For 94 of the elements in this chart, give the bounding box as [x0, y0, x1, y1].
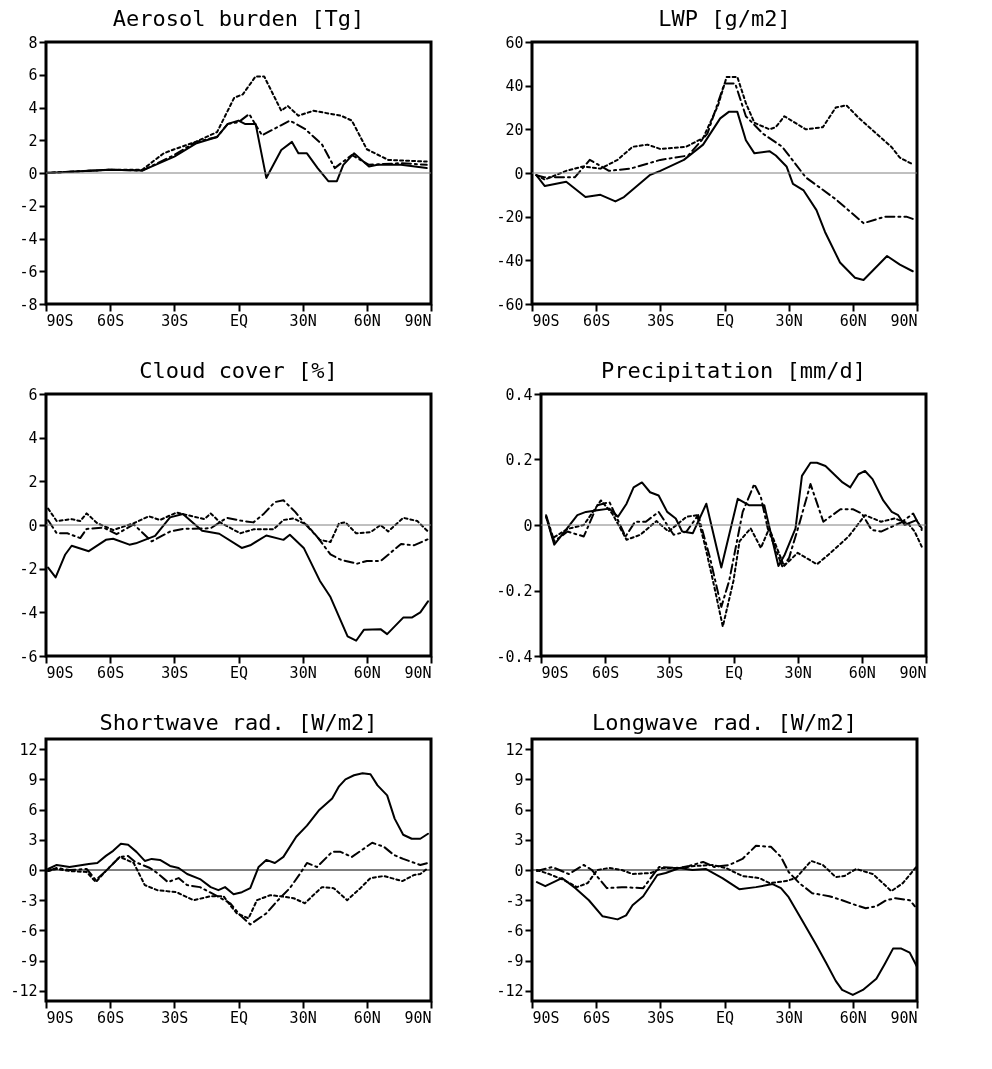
- x-tick-label: 30N: [775, 311, 803, 330]
- y-tick-label: -8: [19, 295, 38, 314]
- y-tick-label: -12: [10, 982, 38, 1001]
- y-tick-label: -2: [19, 560, 38, 579]
- x-tick-label: 90S: [532, 1008, 560, 1027]
- x-tick-label: 90S: [532, 311, 560, 330]
- chart-title: LWP [g/m2]: [658, 6, 791, 31]
- y-tick-label: -4: [19, 230, 38, 248]
- y-tick-label: -40: [496, 251, 524, 270]
- x-tick-label: 30N: [775, 1008, 803, 1027]
- y-tick-label: -9: [19, 952, 38, 971]
- y-tick-label: -9: [505, 952, 524, 971]
- x-tick-label: 60N: [839, 311, 867, 330]
- y-tick-label: 40: [505, 77, 524, 96]
- x-tick-label: 60S: [583, 311, 611, 330]
- y-tick-label: 0: [514, 164, 524, 183]
- x-tick-label: 30S: [647, 1008, 675, 1027]
- x-tick-label: 30S: [647, 311, 675, 330]
- y-tick-label: -3: [505, 891, 524, 910]
- y-tick-label: 6: [28, 66, 38, 85]
- x-tick-label: 90S: [46, 311, 74, 330]
- y-tick-label: -2: [19, 197, 38, 216]
- x-tick-label: 30S: [656, 663, 684, 682]
- x-tick-label: 90N: [899, 663, 927, 682]
- chart-title: Shortwave rad. [W/m2]: [99, 710, 378, 735]
- y-tick-label: 6: [28, 801, 38, 820]
- x-tick-label: 90N: [404, 663, 432, 682]
- y-tick-label: -6: [19, 921, 38, 940]
- x-tick-label: 90N: [890, 311, 918, 330]
- y-tick-label: -0.4: [496, 647, 533, 666]
- y-tick-label: 0: [514, 861, 524, 880]
- y-tick-label: 60: [505, 33, 524, 52]
- y-tick-label: -6: [505, 921, 524, 940]
- y-tick-label: -20: [496, 208, 524, 227]
- x-tick-label: 90N: [404, 1008, 432, 1027]
- x-tick-label: EQ: [229, 663, 249, 682]
- x-tick-label: 60N: [353, 663, 381, 682]
- y-tick-label: 9: [514, 770, 524, 789]
- x-tick-label: 60N: [353, 1008, 381, 1027]
- x-tick-label: 60S: [592, 663, 620, 682]
- x-tick-label: 30N: [784, 663, 812, 682]
- y-tick-label: 0: [523, 516, 533, 535]
- x-tick-label: 90S: [541, 663, 569, 682]
- y-tick-label: -3: [19, 891, 38, 910]
- y-tick-label: 20: [505, 120, 524, 139]
- chart-title: Longwave rad. [W/m2]: [592, 710, 857, 735]
- x-tick-label: 30S: [161, 663, 189, 682]
- x-tick-label: 90N: [404, 311, 432, 330]
- y-tick-label: -0.2: [496, 582, 533, 600]
- x-tick-label: 90S: [46, 1008, 74, 1027]
- x-tick-label: 30S: [161, 311, 189, 330]
- y-tick-label: 0: [28, 516, 38, 535]
- y-tick-label: -60: [496, 295, 524, 314]
- x-tick-label: EQ: [724, 663, 744, 682]
- y-tick-label: 3: [28, 831, 38, 850]
- x-tick-label: 60S: [97, 311, 125, 330]
- y-tick-label: 2: [28, 472, 38, 491]
- x-tick-label: 90S: [46, 663, 74, 682]
- chart-title: Aerosol burden [Tg]: [112, 6, 365, 31]
- y-tick-label: 6: [514, 801, 524, 820]
- x-tick-label: 60S: [97, 1008, 125, 1027]
- x-tick-label: EQ: [715, 1008, 735, 1027]
- y-tick-label: 0.4: [505, 385, 533, 404]
- x-tick-label: EQ: [715, 311, 735, 330]
- y-tick-label: 0: [28, 861, 38, 880]
- chart-title: Precipitation [mm/d]: [601, 358, 866, 383]
- x-tick-label: 30N: [289, 663, 317, 682]
- x-tick-label: EQ: [229, 311, 249, 330]
- y-tick-label: 9: [28, 770, 38, 789]
- y-tick-label: 2: [28, 131, 38, 150]
- y-tick-label: 0: [28, 164, 38, 183]
- x-tick-label: 60N: [839, 1008, 867, 1027]
- y-tick-label: 12: [505, 740, 524, 759]
- x-tick-label: 30N: [289, 311, 317, 330]
- y-tick-label: -4: [19, 603, 38, 622]
- y-tick-label: 8: [28, 33, 38, 52]
- y-tick-label: -6: [19, 647, 38, 666]
- x-tick-label: 60N: [848, 663, 876, 682]
- y-tick-label: 6: [28, 385, 38, 404]
- chart-title: Cloud cover [%]: [139, 358, 338, 383]
- x-tick-label: 60S: [97, 663, 125, 682]
- y-tick-label: 0.2: [505, 451, 533, 469]
- y-tick-label: 4: [28, 429, 38, 448]
- x-tick-label: 60N: [353, 311, 381, 330]
- x-tick-label: 30S: [161, 1008, 189, 1027]
- y-tick-label: 12: [19, 740, 38, 759]
- x-tick-label: 60S: [583, 1008, 611, 1027]
- x-tick-label: 30N: [289, 1008, 317, 1027]
- y-tick-label: 3: [514, 831, 524, 850]
- x-tick-label: 90N: [890, 1008, 918, 1027]
- y-tick-label: -6: [19, 262, 38, 281]
- y-tick-label: 4: [28, 99, 38, 117]
- x-tick-label: EQ: [229, 1008, 249, 1027]
- y-tick-label: -12: [496, 982, 524, 1001]
